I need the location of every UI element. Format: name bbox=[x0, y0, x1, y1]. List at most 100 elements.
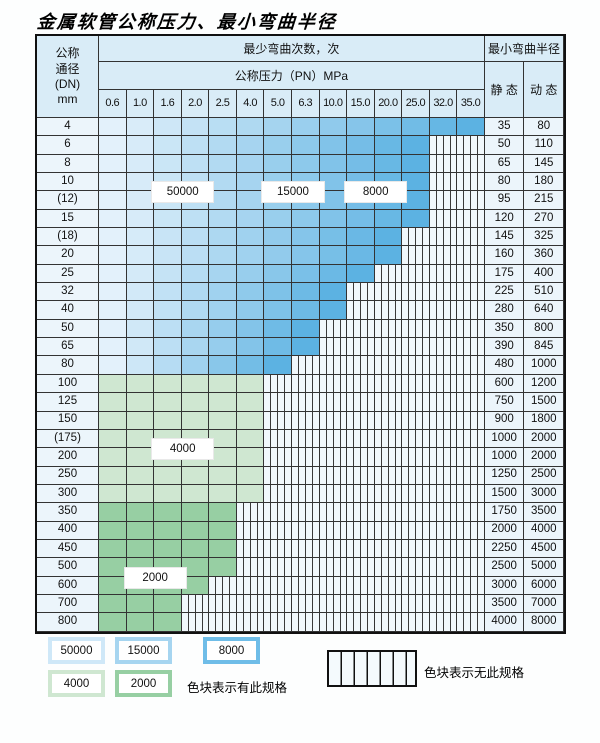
spec-cell-unavailable bbox=[291, 539, 320, 559]
spec-cell-available bbox=[402, 209, 430, 229]
spec-cell-unavailable bbox=[429, 356, 458, 375]
spec-cell-available bbox=[126, 393, 155, 412]
spec-cell-unavailable bbox=[429, 466, 458, 485]
spec-cell-unavailable bbox=[429, 246, 458, 265]
spec-cell-available bbox=[99, 466, 127, 485]
spec-cell-available bbox=[154, 338, 182, 357]
spec-cell-available bbox=[264, 338, 292, 357]
spec-cell-available bbox=[181, 264, 210, 284]
spec-cell-unavailable bbox=[347, 558, 375, 577]
spec-cell-unavailable bbox=[347, 319, 375, 339]
static-radius-value: 175 bbox=[484, 264, 525, 284]
row-dn-label: 400 bbox=[37, 521, 99, 540]
spec-cell-available bbox=[154, 374, 182, 394]
spec-cell-unavailable bbox=[457, 429, 485, 449]
spec-cell-unavailable bbox=[429, 301, 458, 320]
spec-cell-available bbox=[154, 301, 182, 320]
spec-cell-unavailable bbox=[457, 173, 485, 192]
row-dn-label: 150 bbox=[37, 411, 99, 430]
spec-cell-unavailable bbox=[429, 209, 458, 229]
header-pressure-15.0: 15.0 bbox=[347, 90, 375, 118]
legend-swatch-value: 15000 bbox=[119, 641, 168, 660]
spec-cell-available bbox=[374, 246, 403, 265]
spec-cell-unavailable bbox=[402, 539, 430, 559]
legend-swatch-4000: 4000 bbox=[48, 670, 105, 697]
spec-cell-unavailable bbox=[347, 503, 375, 522]
spec-cell-available bbox=[99, 503, 127, 522]
spec-cell-unavailable bbox=[402, 411, 430, 430]
spec-cell-available bbox=[126, 154, 155, 174]
spec-cell-available bbox=[126, 356, 155, 375]
dynamic-radius-value: 1200 bbox=[524, 374, 565, 394]
spec-cell-unavailable bbox=[374, 301, 403, 320]
spec-cell-available bbox=[209, 319, 237, 339]
spec-cell-available bbox=[236, 301, 265, 320]
legend-swatch-value: 8000 bbox=[207, 641, 256, 660]
header-static: 静 态 bbox=[484, 62, 525, 118]
dynamic-radius-value: 800 bbox=[524, 319, 565, 339]
spec-cell-available bbox=[99, 154, 127, 174]
row-dn-label: 350 bbox=[37, 503, 99, 522]
spec-cell-available bbox=[209, 356, 237, 375]
spec-cell-available bbox=[154, 356, 182, 375]
static-radius-value: 4000 bbox=[484, 613, 525, 632]
spec-cell-available bbox=[181, 338, 210, 357]
spec-cell-available bbox=[236, 228, 265, 247]
spec-cell-available bbox=[126, 191, 155, 210]
spec-cell-available bbox=[236, 411, 265, 430]
dynamic-radius-value: 215 bbox=[524, 191, 565, 210]
spec-cell-unavailable bbox=[291, 613, 320, 632]
static-radius-value: 1000 bbox=[484, 429, 525, 449]
legend-no-spec-text: 色块表示无此规格 bbox=[424, 666, 525, 680]
spec-cell-unavailable bbox=[429, 521, 458, 540]
spec-cell-available bbox=[209, 118, 237, 137]
spec-cell-available bbox=[209, 393, 237, 412]
static-radius-value: 145 bbox=[484, 228, 525, 247]
spec-cell-available bbox=[99, 429, 127, 449]
spec-cell-available bbox=[181, 393, 210, 412]
spec-cell-available bbox=[154, 154, 182, 174]
spec-cell-available bbox=[99, 136, 127, 155]
static-radius-value: 480 bbox=[484, 356, 525, 375]
spec-cell-unavailable bbox=[347, 283, 375, 302]
spec-cell-available bbox=[154, 594, 182, 614]
dynamic-radius-value: 510 bbox=[524, 283, 565, 302]
header-pressure-35.0: 35.0 bbox=[457, 90, 485, 118]
static-radius-value: 350 bbox=[484, 319, 525, 339]
row-dn-label: 125 bbox=[37, 393, 99, 412]
spec-cell-unavailable bbox=[264, 521, 292, 540]
row-dn-label: 8 bbox=[37, 154, 99, 174]
spec-cell-unavailable bbox=[319, 319, 348, 339]
spec-cell-available bbox=[209, 411, 237, 430]
spec-cell-available bbox=[236, 246, 265, 265]
spec-cell-unavailable bbox=[347, 594, 375, 614]
spec-cell-unavailable bbox=[429, 484, 458, 504]
static-radius-value: 1000 bbox=[484, 448, 525, 467]
spec-cell-unavailable bbox=[347, 613, 375, 632]
spec-cell-available bbox=[181, 539, 210, 559]
spec-cell-available bbox=[319, 136, 348, 155]
spec-cell-available bbox=[374, 228, 403, 247]
spec-cell-available bbox=[402, 154, 430, 174]
bend-count-label-50000: 50000 bbox=[151, 181, 215, 204]
spec-cell-available bbox=[126, 338, 155, 357]
spec-cell-available bbox=[319, 264, 348, 284]
dynamic-radius-value: 4000 bbox=[524, 521, 565, 540]
static-radius-value: 900 bbox=[484, 411, 525, 430]
spec-cell-available bbox=[319, 301, 348, 320]
spec-cell-unavailable bbox=[319, 484, 348, 504]
spec-cell-unavailable bbox=[291, 576, 320, 595]
spec-cell-unavailable bbox=[347, 301, 375, 320]
header-pressure-25.0: 25.0 bbox=[402, 90, 430, 118]
spec-cell-unavailable bbox=[457, 521, 485, 540]
spec-cell-available bbox=[99, 393, 127, 412]
header-min-bend-radius: 最小弯曲半径 bbox=[484, 36, 565, 62]
spec-cell-available bbox=[402, 173, 430, 192]
spec-cell-unavailable bbox=[291, 503, 320, 522]
spec-cell-available bbox=[181, 319, 210, 339]
spec-cell-unavailable bbox=[402, 521, 430, 540]
spec-cell-available bbox=[181, 136, 210, 155]
spec-cell-available bbox=[209, 484, 237, 504]
spec-cell-available bbox=[209, 466, 237, 485]
spec-cell-unavailable bbox=[319, 466, 348, 485]
